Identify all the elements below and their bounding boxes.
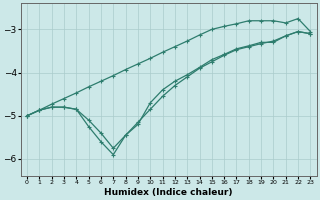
X-axis label: Humidex (Indice chaleur): Humidex (Indice chaleur) bbox=[104, 188, 233, 197]
